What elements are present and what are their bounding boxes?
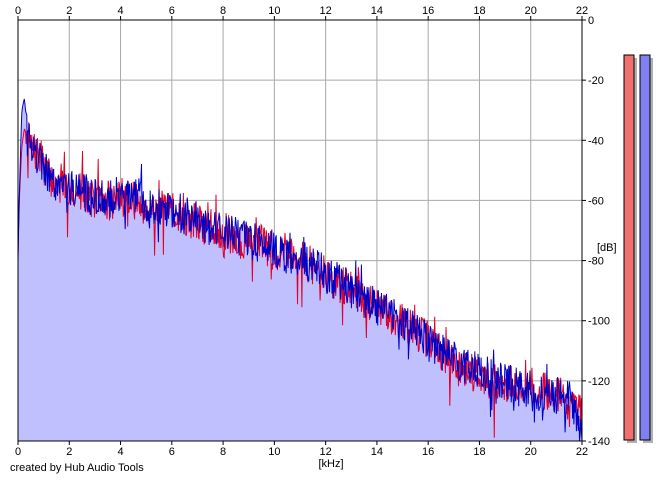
x-tick-label-top: 4 bbox=[117, 5, 123, 17]
x-tick-label-top: 0 bbox=[15, 5, 21, 17]
x-tick-label-top: 10 bbox=[268, 5, 280, 17]
y-tick-label: -40 bbox=[588, 135, 604, 147]
x-tick-label-bottom: 18 bbox=[473, 446, 485, 458]
x-tick-label-top: 16 bbox=[422, 5, 434, 17]
y-tick-label: -100 bbox=[588, 316, 610, 328]
x-tick-label-bottom: 6 bbox=[169, 446, 175, 458]
x-tick-label-bottom: 8 bbox=[220, 446, 226, 458]
y-tick-label: -80 bbox=[588, 256, 604, 268]
x-tick-label-bottom: 16 bbox=[422, 446, 434, 458]
x-tick-label-bottom: 14 bbox=[371, 446, 383, 458]
x-axis-label: [kHz] bbox=[318, 458, 343, 470]
series-group bbox=[17, 98, 583, 442]
x-tick-label-bottom: 10 bbox=[268, 446, 280, 458]
x-tick-label-bottom: 0 bbox=[15, 446, 21, 458]
y-tick-label: -20 bbox=[588, 75, 604, 87]
plot-border bbox=[17, 19, 583, 442]
x-tick-label-top: 18 bbox=[473, 5, 485, 17]
y-axis-label: [dB] bbox=[597, 242, 617, 254]
x-tick-label-top: 20 bbox=[525, 5, 537, 17]
level-meter-bar bbox=[639, 54, 651, 441]
x-tick-label-top: 14 bbox=[371, 5, 383, 17]
x-tick-label-top: 12 bbox=[320, 5, 332, 17]
x-tick-label-bottom: 4 bbox=[117, 446, 123, 458]
level-meters bbox=[623, 54, 653, 443]
x-tick-label-bottom: 22 bbox=[576, 446, 588, 458]
y-tick-label: -120 bbox=[588, 376, 610, 388]
y-tick-label: -60 bbox=[588, 195, 604, 207]
level-meter-bar bbox=[623, 54, 635, 441]
x-tick-label-bottom: 2 bbox=[66, 446, 72, 458]
y-tick-label: -140 bbox=[588, 436, 610, 448]
x-tick-label-top: 6 bbox=[169, 5, 175, 17]
credit-text: created by Hub Audio Tools bbox=[10, 462, 144, 474]
series-line-blue bbox=[17, 98, 583, 442]
x-tick-label-bottom: 20 bbox=[525, 446, 537, 458]
x-tick-label-top: 8 bbox=[220, 5, 226, 17]
y-tick-label: 0 bbox=[588, 15, 594, 27]
x-tick-label-bottom: 12 bbox=[320, 446, 332, 458]
x-tick-label-top: 22 bbox=[576, 5, 588, 17]
x-tick-label-top: 2 bbox=[66, 5, 72, 17]
axes: 002244668810101212141416161818202022220-… bbox=[15, 5, 610, 458]
